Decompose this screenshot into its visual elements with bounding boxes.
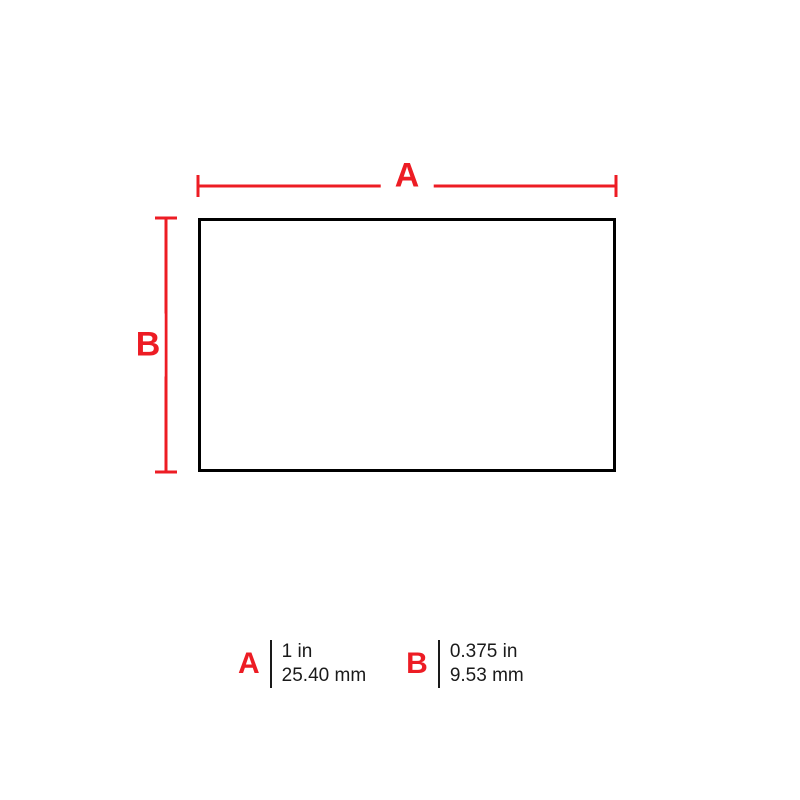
legend-letter-a: A <box>238 647 270 681</box>
dimension-legend: A 1 in 25.40 mm B 0.375 in 9.53 mm <box>238 640 524 688</box>
dimension-b-label: B <box>132 314 165 377</box>
legend-b-inches: 0.375 in <box>450 640 524 664</box>
dimension-b-letter: B <box>136 326 161 364</box>
diagram-canvas: A B A 1 in 25.40 mm B 0.375 in 9.53 mm <box>0 0 800 800</box>
dimension-a-label: A <box>381 157 434 196</box>
legend-a-mm: 25.40 mm <box>282 664 366 688</box>
legend-values-a: 1 in 25.40 mm <box>272 640 366 688</box>
legend-a-inches: 1 in <box>282 640 366 664</box>
legend-letter-b: B <box>406 647 438 681</box>
legend-item-a: A 1 in 25.40 mm <box>238 640 366 688</box>
legend-item-b: B 0.375 in 9.53 mm <box>406 640 524 688</box>
dimension-a-letter: A <box>395 157 420 195</box>
legend-values-b: 0.375 in 9.53 mm <box>440 640 524 688</box>
spec-rectangle <box>198 218 616 472</box>
legend-b-mm: 9.53 mm <box>450 664 524 688</box>
